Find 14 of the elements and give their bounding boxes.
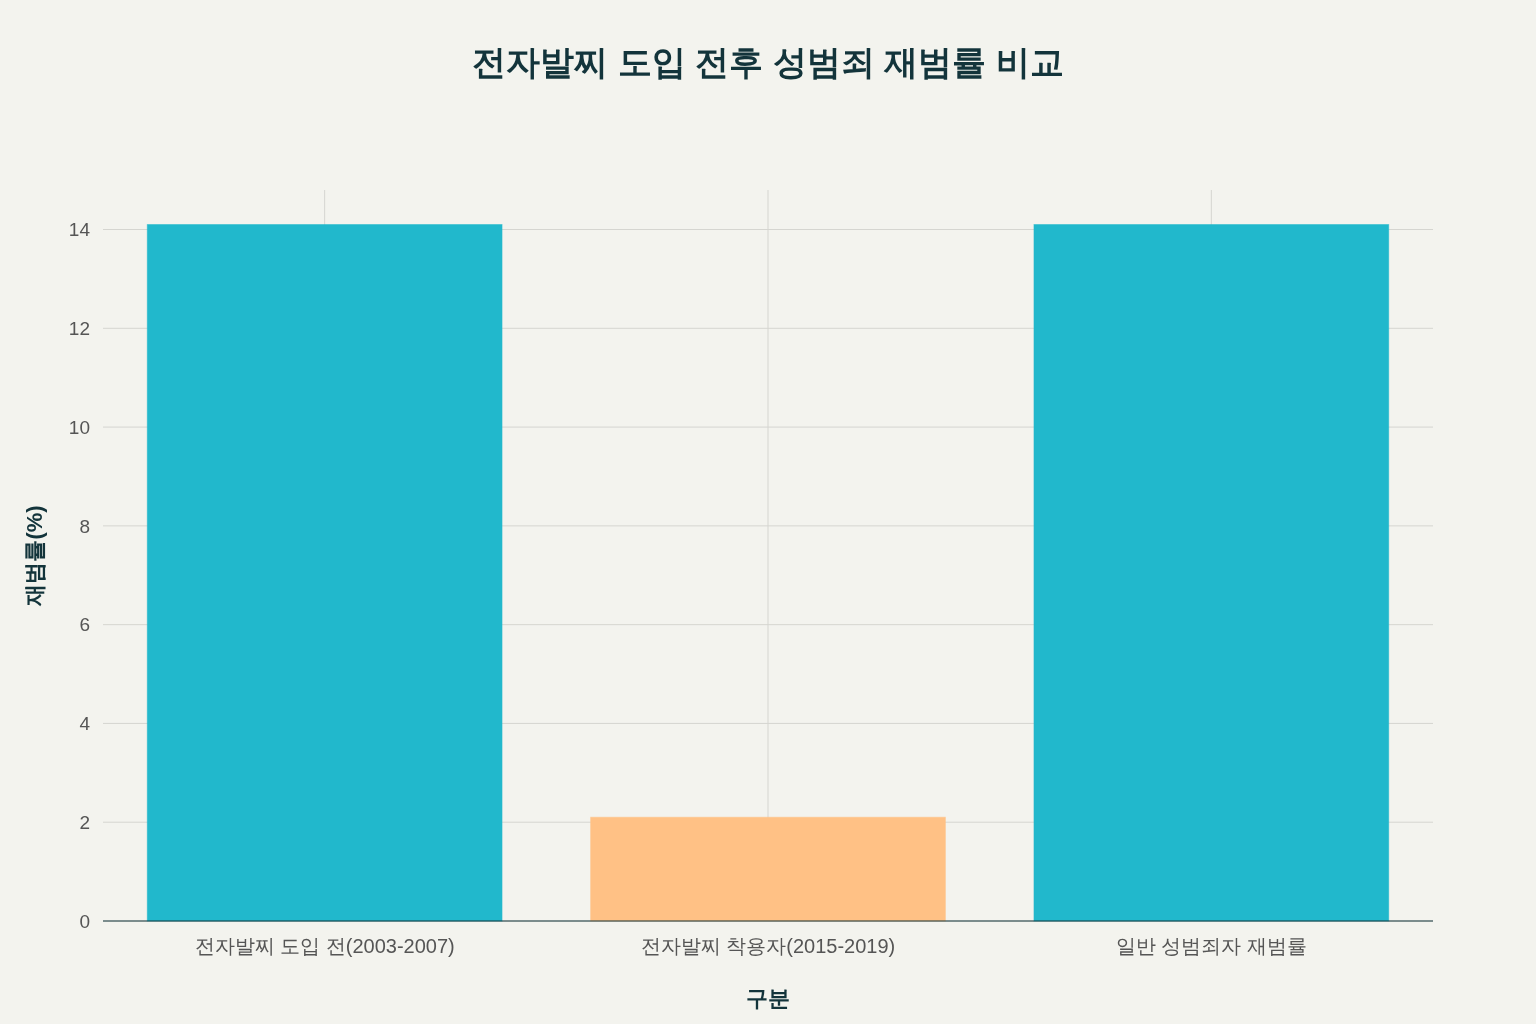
x-tick-label: 전자발찌 착용자(2015-2019): [640, 935, 896, 957]
y-tick-label: 8: [79, 515, 90, 537]
y-tick-label: 6: [79, 614, 90, 636]
x-tick-label: 일반 성범죄자 재범률: [1115, 935, 1307, 957]
y-axis-title: 재범률(%): [22, 505, 47, 607]
chart-title: 전자발찌 도입 전후 성범죄 재범률 비교: [472, 43, 1064, 81]
x-tick-label: 전자발찌 도입 전(2003-2007): [194, 935, 455, 957]
y-tick-label: 12: [68, 317, 90, 339]
y-tick-label: 4: [79, 713, 91, 735]
y-tick-label: 10: [68, 416, 90, 438]
x-axis-title: 구분: [746, 986, 790, 1011]
y-tick-label: 0: [79, 910, 90, 932]
y-tick-label: 14: [68, 219, 91, 241]
y-tick-label: 2: [79, 811, 90, 833]
